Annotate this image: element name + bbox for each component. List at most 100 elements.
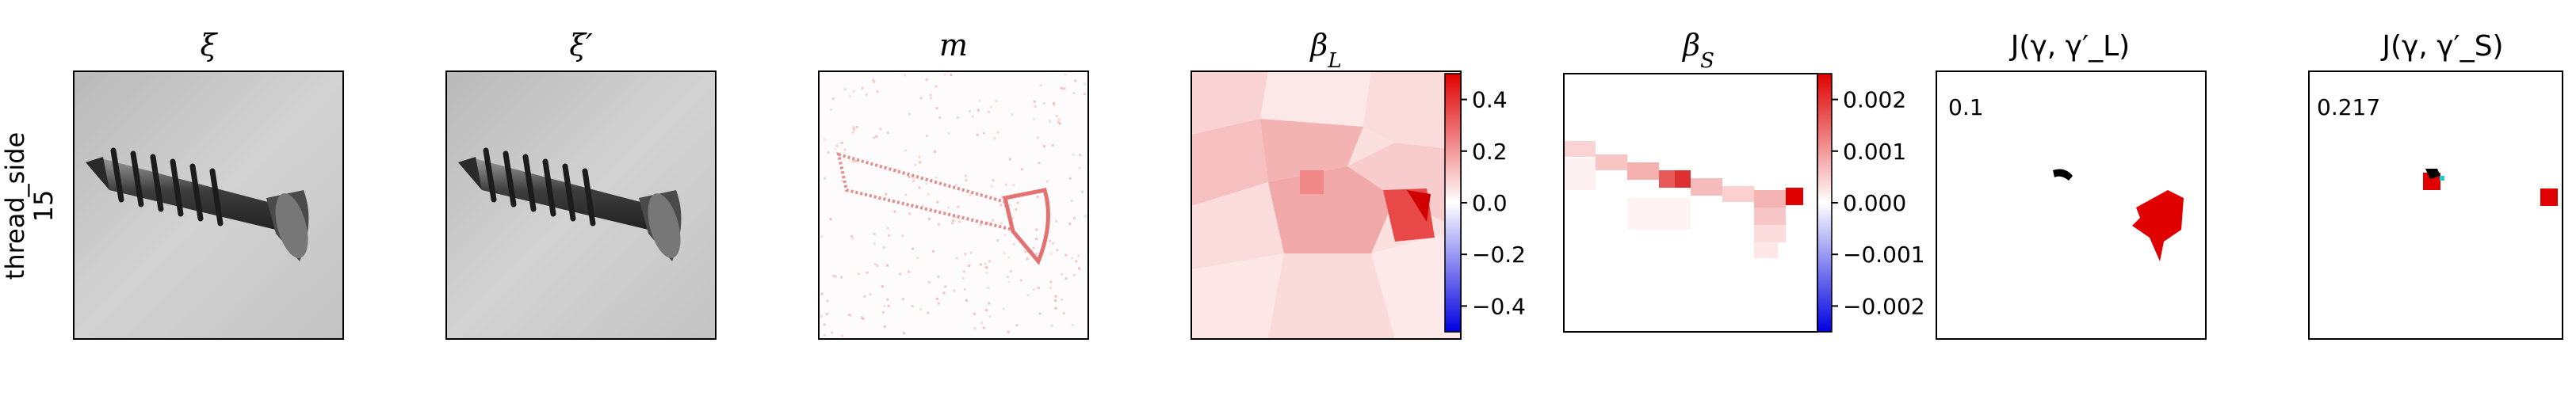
mask-noise-pixel xyxy=(820,234,824,238)
beta-L-segments xyxy=(1191,71,1461,339)
mask-noise-pixel xyxy=(1080,190,1084,193)
mask-noise-pixel xyxy=(1054,307,1057,310)
mask-noise-pixel xyxy=(1004,183,1007,186)
row-label: thread_side 15 xyxy=(0,132,59,280)
mask-noise-pixel xyxy=(965,179,968,182)
mask-noise-pixel xyxy=(988,260,992,263)
mask-noise-pixel xyxy=(1034,105,1037,108)
mask-noise-pixel xyxy=(1056,114,1059,117)
mask-noise-pixel xyxy=(876,90,879,93)
mask-noise-pixel xyxy=(1015,208,1018,211)
mask-noise-pixel xyxy=(869,293,872,296)
mask-noise-pixel xyxy=(834,148,837,151)
mask-noise-pixel xyxy=(935,107,938,110)
mask-noise-pixel xyxy=(1049,287,1053,290)
frame-m xyxy=(818,70,1089,340)
mask-noise-pixel xyxy=(985,271,988,274)
mask-noise-pixel xyxy=(824,177,827,180)
mask-noise-pixel xyxy=(968,110,971,113)
mask-noise-pixel xyxy=(973,312,976,315)
mask-noise-pixel xyxy=(1060,86,1063,89)
mask-noise-pixel xyxy=(1072,153,1075,156)
mask-noise-pixel xyxy=(1068,223,1072,226)
mask-noise-pixel xyxy=(903,332,906,335)
colorbar-tick-label: 0.002 xyxy=(1843,87,1906,113)
mask-noise-pixel xyxy=(950,73,953,76)
mask-noise-pixel xyxy=(973,327,977,330)
panel-title-beta-L: βL xyxy=(1309,28,1341,73)
colorbar-tick-label: 0.000 xyxy=(1843,190,1906,216)
mask-noise-pixel xyxy=(851,238,854,241)
mask-noise-pixel xyxy=(1015,324,1019,327)
mask-noise-pixel xyxy=(826,299,829,303)
mask-noise-pixel xyxy=(926,134,929,137)
mask-noise-pixel xyxy=(925,182,928,185)
mask-noise-pixel xyxy=(992,179,995,182)
colorbar-tick-label: 0.0 xyxy=(1472,190,1508,216)
mask-noise-pixel xyxy=(919,161,922,164)
colorbar-tick-label: −0.001 xyxy=(1843,242,1925,268)
mask-noise-pixel xyxy=(1057,118,1061,121)
mask-noise-pixel xyxy=(935,297,938,300)
mask-noise-pixel xyxy=(1084,82,1087,86)
mask-noise-pixel xyxy=(987,222,990,225)
J-S-prediction-patch-2 xyxy=(2540,188,2558,206)
mask-noise-pixel xyxy=(995,99,998,102)
mask-noise-pixel xyxy=(873,242,876,246)
mask-noise-pixel xyxy=(851,160,854,163)
mask-noise-pixel xyxy=(1035,238,1038,241)
mask-noise-pixel xyxy=(1033,117,1036,120)
mask-noise-pixel xyxy=(1057,120,1060,124)
mask-noise-pixel xyxy=(1071,257,1074,260)
panel-xi-prime: ξ′ xyxy=(445,28,717,340)
mask-noise-pixel xyxy=(990,185,993,188)
mask-noise-pixel xyxy=(927,311,930,314)
mask-noise-pixel xyxy=(1045,180,1049,183)
mask-noise-pixel xyxy=(1026,294,1030,297)
mask-noise-pixel xyxy=(912,177,915,181)
mask-noise-pixel xyxy=(830,331,833,334)
mask-noise-pixel xyxy=(963,287,966,291)
mask-noise-pixel xyxy=(1058,122,1061,125)
mask-noise-pixel xyxy=(1038,162,1041,165)
panel-J-S: J(γ, γ′_S) 0.217 xyxy=(2308,30,2576,340)
mask-noise-pixel xyxy=(962,270,965,273)
mask-noise-pixel xyxy=(849,314,852,318)
mask-noise-pixel xyxy=(1003,234,1007,237)
mask-noise-pixel xyxy=(911,247,914,250)
mask-noise-pixel xyxy=(1006,276,1009,279)
mask-noise-pixel xyxy=(823,333,826,337)
mask-noise-pixel xyxy=(927,280,931,284)
mask-noise-pixel xyxy=(885,264,889,267)
mask-noise-pixel xyxy=(886,227,889,230)
panel-xi: ξ xyxy=(73,28,344,340)
mask-image-m xyxy=(819,71,1088,339)
mask-noise-pixel xyxy=(977,109,980,112)
mask-noise-pixel xyxy=(908,112,911,116)
mask-noise-pixel xyxy=(1084,215,1087,218)
mask-noise-pixel xyxy=(879,128,882,131)
mask-noise-pixel xyxy=(831,275,835,278)
panel-beta-S: βS 0.002 0.001 0.000 −0.001 −0.002 xyxy=(1563,28,1925,333)
colorbar-beta-L-ticks: 0.4 0.2 0.0 −0.2 −0.4 xyxy=(1461,87,1526,319)
mask-noise-pixel xyxy=(873,80,876,83)
J-S-ground-truth-blob xyxy=(2425,169,2440,179)
mask-noise-pixel xyxy=(875,135,878,139)
mask-noise-pixel xyxy=(852,128,855,131)
frame-J-S xyxy=(2308,70,2563,340)
mask-noise-pixel xyxy=(1053,299,1057,302)
mask-noise-pixel xyxy=(1064,277,1068,280)
mask-noise-pixel xyxy=(1061,298,1064,301)
mask-noise-pixel xyxy=(840,180,843,183)
mask-noise-pixel xyxy=(912,180,915,183)
mask-noise-pixel xyxy=(1053,101,1056,105)
mask-noise-pixel xyxy=(953,289,956,292)
mask-noise-pixel xyxy=(883,304,886,307)
mask-noise-pixel xyxy=(929,93,932,97)
mask-noise-pixel xyxy=(1026,257,1029,261)
mask-noise-pixel xyxy=(1079,154,1082,157)
mask-noise-pixel xyxy=(937,275,940,278)
mask-noise-pixel xyxy=(895,168,898,171)
mask-noise-pixel xyxy=(1077,254,1080,257)
mask-noise-pixel xyxy=(1053,103,1056,106)
